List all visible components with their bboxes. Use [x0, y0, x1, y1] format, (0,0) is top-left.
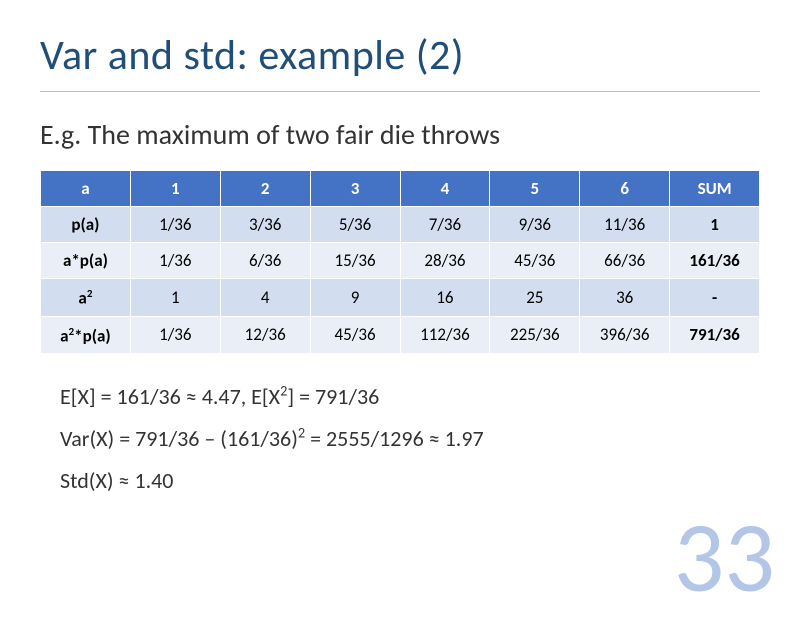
col-header: 5: [490, 171, 580, 207]
col-header: 3: [310, 171, 400, 207]
col-header: 4: [400, 171, 490, 207]
cell: 45/36: [310, 316, 400, 354]
cell: 11/36: [580, 207, 670, 243]
cell: 1/36: [130, 243, 220, 279]
cell: 396/36: [580, 316, 670, 354]
cell: 15/36: [310, 243, 400, 279]
cell: 5/36: [310, 207, 400, 243]
data-table: a 1 2 3 4 5 6 SUM p(a) 1/36 3/36 5/36 7/…: [40, 170, 760, 354]
sum-cell: 1: [670, 207, 760, 243]
table-row: a2*p(a) 1/36 12/36 45/36 112/36 225/36 3…: [41, 316, 760, 354]
col-header: 6: [580, 171, 670, 207]
calc-line: E[X] = 161/36 ≈ 4.47, E[X2] = 791/36: [60, 376, 760, 418]
row-label: a2*p(a): [41, 316, 131, 354]
col-header: a: [41, 171, 131, 207]
cell: 112/36: [400, 316, 490, 354]
table-row: a2 1 4 9 16 25 36 -: [41, 279, 760, 317]
table-row: p(a) 1/36 3/36 5/36 7/36 9/36 11/36 1: [41, 207, 760, 243]
cell: 9: [310, 279, 400, 317]
calculation-block: E[X] = 161/36 ≈ 4.47, E[X2] = 791/36 Var…: [60, 376, 760, 501]
cell: 16: [400, 279, 490, 317]
sum-cell: 161/36: [670, 243, 760, 279]
table-row: a*p(a) 1/36 6/36 15/36 28/36 45/36 66/36…: [41, 243, 760, 279]
row-label: p(a): [41, 207, 131, 243]
cell: 28/36: [400, 243, 490, 279]
cell: 12/36: [220, 316, 310, 354]
cell: 7/36: [400, 207, 490, 243]
cell: 3/36: [220, 207, 310, 243]
calc-line: Std(X) ≈ 1.40: [60, 460, 760, 502]
row-label: a2: [41, 279, 131, 317]
cell: 36: [580, 279, 670, 317]
cell: 9/36: [490, 207, 580, 243]
cell: 4: [220, 279, 310, 317]
calc-line: Var(X) = 791/36 – (161/36)2 = 2555/1296 …: [60, 418, 760, 460]
sum-cell: -: [670, 279, 760, 317]
cell: 1/36: [130, 316, 220, 354]
cell: 25: [490, 279, 580, 317]
col-header: 2: [220, 171, 310, 207]
cell: 225/36: [490, 316, 580, 354]
slide-subtitle: E.g. The maximum of two fair die throws: [40, 117, 760, 152]
cell: 45/36: [490, 243, 580, 279]
cell: 1: [130, 279, 220, 317]
sum-cell: 791/36: [670, 316, 760, 354]
cell: 66/36: [580, 243, 670, 279]
table-header-row: a 1 2 3 4 5 6 SUM: [41, 171, 760, 207]
col-header: 1: [130, 171, 220, 207]
col-header: SUM: [670, 171, 760, 207]
cell: 1/36: [130, 207, 220, 243]
cell: 6/36: [220, 243, 310, 279]
row-label: a*p(a): [41, 243, 131, 279]
slide-title: Var and std: example (2): [40, 30, 760, 92]
